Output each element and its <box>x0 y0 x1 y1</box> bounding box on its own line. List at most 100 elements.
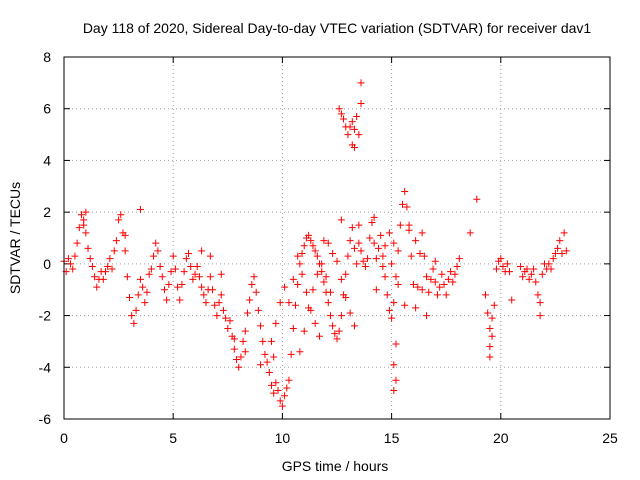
data-point <box>425 288 433 296</box>
data-point <box>115 216 123 224</box>
data-point <box>182 255 190 263</box>
data-point <box>267 381 275 389</box>
data-point <box>126 293 134 301</box>
data-point <box>508 296 516 304</box>
data-point <box>364 255 372 263</box>
data-point <box>560 229 568 237</box>
data-point <box>67 260 75 268</box>
data-point <box>329 322 337 330</box>
data-point <box>536 312 544 320</box>
data-point <box>311 247 319 255</box>
data-point <box>366 234 374 242</box>
data-point <box>289 325 297 332</box>
data-point <box>562 247 570 255</box>
data-point <box>318 260 326 268</box>
data-point <box>383 291 391 299</box>
data-point <box>150 252 158 260</box>
data-point <box>556 237 564 245</box>
data-point <box>91 273 99 281</box>
x-tick-label: 5 <box>169 430 177 446</box>
data-point <box>75 224 83 232</box>
data-point <box>449 278 457 286</box>
data-point <box>200 291 208 299</box>
data-point <box>346 237 354 245</box>
data-point <box>206 273 214 281</box>
x-tick-label: 25 <box>602 430 618 446</box>
data-point <box>414 283 422 291</box>
data-point <box>178 281 186 289</box>
data-point <box>488 332 496 340</box>
data-point <box>482 291 490 299</box>
y-tick-label: -2 <box>39 308 52 324</box>
data-point <box>344 131 352 139</box>
data-point <box>355 239 363 247</box>
data-point <box>453 262 461 270</box>
data-point <box>324 239 332 247</box>
x-tick-label: 15 <box>384 430 400 446</box>
data-point <box>355 131 363 139</box>
data-point <box>401 301 409 309</box>
data-point <box>340 115 348 123</box>
data-point <box>136 206 144 214</box>
data-point <box>296 260 304 268</box>
y-tick-label: 4 <box>43 152 51 168</box>
data-point <box>418 286 426 294</box>
data-point <box>399 200 407 208</box>
data-point <box>392 376 400 384</box>
data-point <box>307 237 315 245</box>
data-point <box>407 252 415 260</box>
data-point <box>322 273 330 281</box>
data-point <box>486 353 494 361</box>
data-point <box>337 275 345 283</box>
data-point <box>388 260 396 268</box>
data-point <box>530 265 538 273</box>
data-point <box>176 296 184 304</box>
data-point <box>169 252 177 260</box>
data-point <box>390 361 398 369</box>
data-point <box>246 296 254 304</box>
data-point <box>390 239 398 247</box>
data-point <box>455 255 463 263</box>
data-point <box>392 340 400 348</box>
data-point <box>209 286 217 294</box>
data-point <box>132 306 140 314</box>
data-point <box>486 343 494 351</box>
chart-title: Day 118 of 2020, Sidereal Day-to-day VTE… <box>83 20 592 36</box>
x-axis-label: GPS time / hours <box>282 458 389 474</box>
data-point <box>226 317 234 325</box>
data-point <box>372 286 380 294</box>
data-point <box>106 255 114 263</box>
data-point <box>423 312 431 320</box>
data-point <box>254 306 262 314</box>
data-point <box>331 330 339 338</box>
data-point <box>202 299 210 307</box>
data-point <box>390 299 398 307</box>
data-point <box>416 250 424 258</box>
data-point <box>473 195 481 203</box>
y-tick-label: -4 <box>39 359 52 375</box>
data-point <box>80 216 88 224</box>
data-point <box>532 278 540 286</box>
data-point <box>108 265 116 273</box>
data-point <box>88 262 96 270</box>
data-point <box>101 268 109 276</box>
data-point <box>519 273 527 281</box>
data-point <box>154 247 162 255</box>
data-point <box>272 379 280 387</box>
data-point <box>370 213 378 221</box>
data-point <box>287 350 295 358</box>
data-point <box>534 291 542 299</box>
data-point <box>191 270 199 278</box>
y-axis-label: SDTVAR / TECUs <box>7 182 23 294</box>
data-point <box>257 361 265 369</box>
axis-ticks <box>63 56 611 420</box>
data-point <box>377 231 385 239</box>
data-point <box>241 348 249 356</box>
y-tick-label: 6 <box>43 101 51 117</box>
data-point <box>429 265 437 273</box>
data-point <box>370 239 378 247</box>
data-point <box>488 314 496 322</box>
data-point <box>211 301 219 309</box>
data-point <box>283 384 291 392</box>
data-point <box>440 281 448 289</box>
